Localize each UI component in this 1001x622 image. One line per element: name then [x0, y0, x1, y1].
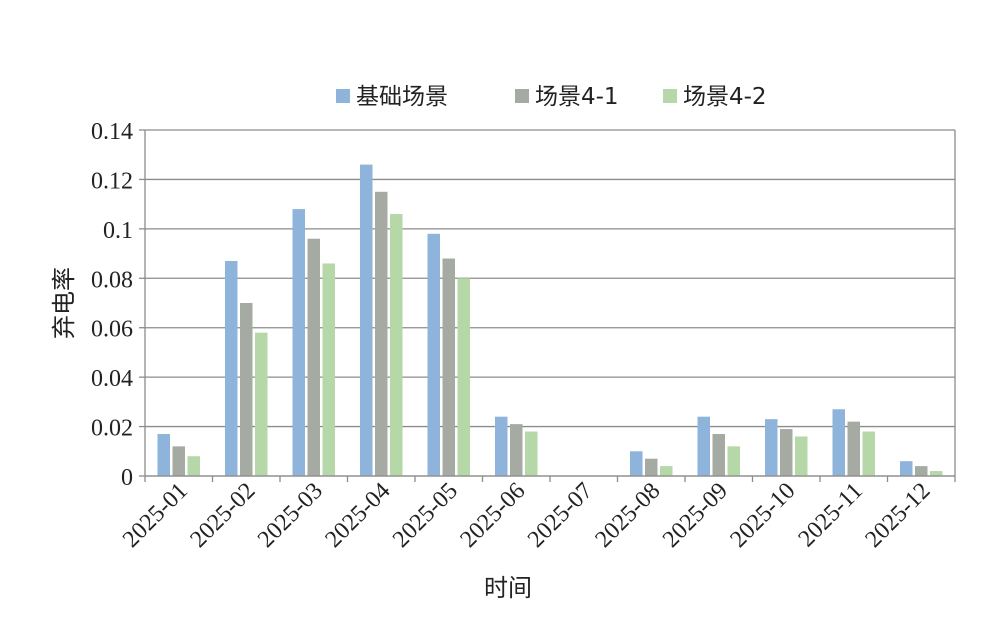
bar-1-2025-04	[360, 164, 373, 476]
bar-2-2025-05	[442, 258, 455, 476]
grid	[145, 129, 955, 477]
bar-1-2025-09	[697, 416, 710, 476]
y-axis-label: 弃电率	[50, 267, 78, 339]
bar-2-2025-03	[307, 238, 320, 476]
legend-label: 场景4-2	[683, 84, 767, 110]
y-tick-label: 0.04	[91, 366, 133, 392]
bar-3-2025-02	[255, 332, 268, 476]
bar-3-2025-12	[930, 471, 943, 476]
x-tick-label: 2025-03	[253, 478, 328, 553]
bar-1-2025-01	[157, 433, 170, 476]
y-tick-label: 0.06	[91, 317, 133, 343]
x-axis-label: 时间	[484, 574, 532, 602]
x-tick-label: 2025-12	[861, 478, 936, 553]
bar-3-2025-04	[390, 214, 403, 476]
bar-2-2025-10	[780, 429, 793, 476]
legend: 基础场景 场景4-1 场景4-2	[336, 84, 767, 110]
x-tick-label: 2025-05	[388, 478, 463, 553]
bar-1-2025-12	[900, 461, 913, 476]
bar-2-2025-11	[847, 421, 860, 476]
bar-1-2025-02	[225, 260, 238, 476]
bar-1-2025-11	[832, 409, 845, 476]
bar-3-2025-06	[525, 431, 538, 476]
bar-1-2025-03	[292, 209, 305, 477]
bar-1-2025-08	[630, 451, 643, 476]
y-tick-label: 0.02	[91, 416, 133, 442]
x-tick-label: 2025-07	[523, 478, 598, 553]
legend-label: 基础场景	[356, 84, 448, 110]
x-tick-label: 2025-11	[794, 478, 868, 552]
y-tick-label: 0.14	[91, 119, 133, 145]
legend-swatch	[515, 89, 529, 103]
bar-2-2025-01	[172, 446, 185, 476]
bar-2-2025-02	[240, 303, 253, 476]
bar-1-2025-10	[765, 419, 778, 476]
legend-swatch	[336, 89, 350, 103]
y-tick-label: 0	[121, 465, 133, 491]
bar-3-2025-09	[727, 446, 740, 476]
x-tick-label: 2025-08	[591, 478, 666, 553]
bar-3-2025-11	[862, 431, 875, 476]
bar-3-2025-01	[187, 456, 200, 476]
legend-swatch	[663, 89, 677, 103]
bar-1-2025-06	[495, 416, 508, 476]
bar-2-2025-08	[645, 458, 658, 476]
x-tick-label: 2025-02	[186, 478, 261, 553]
bar-2-2025-12	[915, 466, 928, 476]
y-tick-label: 0.1	[103, 218, 133, 244]
bar-3-2025-08	[660, 466, 673, 476]
x-tick-label: 2025-10	[726, 478, 801, 553]
bar-2-2025-09	[712, 433, 725, 476]
bar-3-2025-05	[457, 278, 470, 476]
legend-label: 场景4-1	[535, 84, 619, 110]
bars	[157, 164, 943, 477]
x-tick-label: 2025-09	[658, 478, 733, 553]
x-tick-label: 2025-06	[456, 478, 531, 553]
bar-1-2025-05	[427, 233, 440, 476]
y-tick-label: 0.08	[91, 267, 133, 293]
bar-2-2025-04	[375, 191, 388, 477]
bar-2-2025-06	[510, 424, 523, 476]
bar-3-2025-03	[322, 263, 335, 476]
bar-3-2025-10	[795, 436, 808, 476]
axes: 00.020.040.060.080.10.120.142025-012025-…	[91, 119, 956, 553]
y-tick-label: 0.12	[91, 168, 133, 194]
x-tick-label: 2025-04	[321, 478, 396, 553]
